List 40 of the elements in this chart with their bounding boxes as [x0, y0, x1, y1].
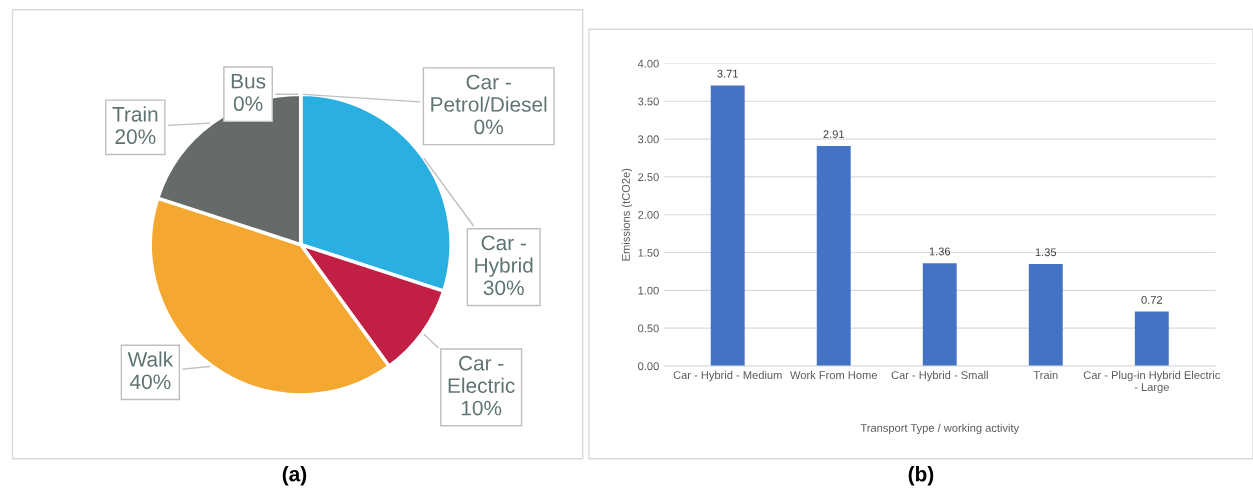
- data-label: 0.72: [1141, 295, 1163, 304]
- text: (a): [282, 466, 307, 486]
- bar: [710, 85, 745, 366]
- data-label: 10%: [461, 400, 502, 416]
- y-tick-label: 0.00: [638, 362, 659, 371]
- x-tick-label: Work From Home: [790, 370, 877, 380]
- y-tick-label: 4.00: [637, 59, 659, 68]
- y-tick-label: 2.50: [638, 173, 659, 182]
- text: (b): [908, 466, 934, 486]
- y-tick-label: 1.00: [638, 286, 659, 295]
- y-axis-title: Emissions (tCO2e): [621, 168, 633, 261]
- slice-label: Car - Electric: [448, 355, 515, 393]
- slice-label: Train: [112, 106, 158, 122]
- y-tick-label: 3.00: [638, 135, 659, 144]
- data-label: 40%: [129, 374, 171, 390]
- data-label: 30%: [483, 280, 524, 296]
- x-tick-label: Car - Hybrid - Medium: [673, 370, 782, 382]
- x-tick-label: Car - Hybrid - Small: [891, 370, 988, 382]
- x-axis-title: Transport Type / working activity: [860, 423, 1020, 435]
- data-label: 20%: [115, 129, 156, 145]
- data-label: 3.71: [717, 69, 738, 78]
- x-tick-label: Car - Plug-in Hybrid Electric - Large: [1083, 370, 1221, 394]
- data-label: 1.35: [1035, 248, 1057, 257]
- y-tick-label: 3.50: [638, 97, 659, 106]
- x-tick-label: Train: [1033, 370, 1058, 380]
- text: 0%: [233, 96, 263, 112]
- category-label: Car - Petrol/Diesel: [431, 74, 547, 112]
- y-tick-label: 0.50: [638, 324, 659, 333]
- legend-label: Bus: [231, 74, 266, 89]
- slice-label: Car - Hybrid: [475, 235, 533, 277]
- text: 0%: [474, 119, 503, 135]
- bar: [1028, 263, 1063, 366]
- y-tick-label: 1.50: [638, 248, 659, 257]
- bar: [816, 145, 851, 366]
- bar: [1134, 311, 1169, 366]
- data-label: 2.91: [823, 130, 844, 139]
- slice-label: Walk: [127, 351, 174, 367]
- bar: [922, 263, 957, 366]
- y-tick-label: 2.00: [638, 210, 659, 219]
- data-label: 1.36: [929, 247, 951, 256]
